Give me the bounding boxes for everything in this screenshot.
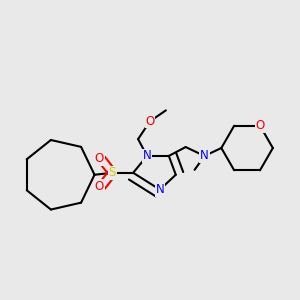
- Text: S: S: [109, 166, 116, 179]
- Text: O: O: [255, 119, 265, 132]
- Text: N: N: [143, 149, 152, 162]
- Text: O: O: [95, 180, 104, 193]
- Text: O: O: [95, 152, 104, 165]
- Text: O: O: [146, 115, 154, 128]
- Text: N: N: [155, 183, 164, 196]
- Text: N: N: [200, 149, 209, 162]
